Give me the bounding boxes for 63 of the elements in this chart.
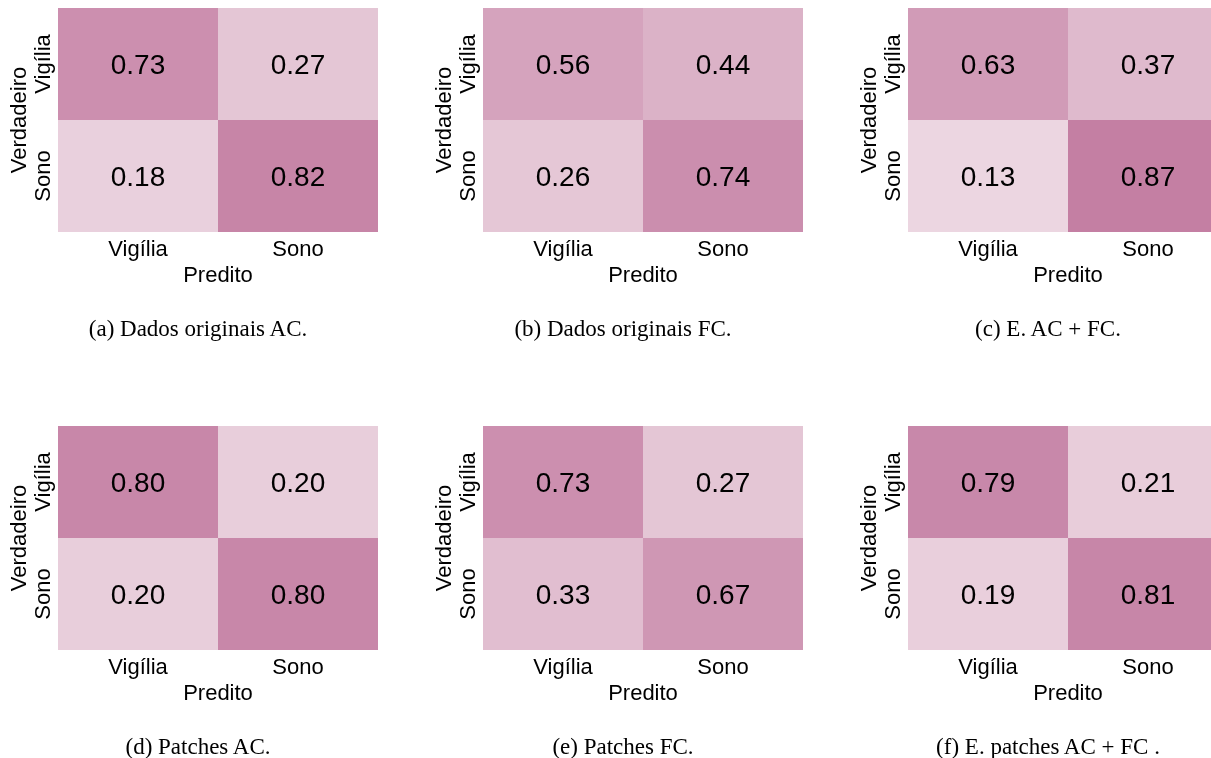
y-tick-label: Vigília xyxy=(30,33,55,94)
y-tick-label: Sono xyxy=(455,568,480,620)
x-tick-label: Vigília xyxy=(958,654,1019,679)
data-label: 0.44 xyxy=(695,48,751,80)
data-label: 0.67 xyxy=(695,578,751,610)
text: (a) Dados originais AC. xyxy=(88,316,308,341)
y-tick-label: Sono xyxy=(30,568,55,620)
data-label: 0.33 xyxy=(535,578,591,610)
text: (c) E. AC + FC. xyxy=(975,316,1121,341)
y-tick-label: Vigília xyxy=(880,451,905,512)
data-label: 0.87 xyxy=(1120,160,1176,192)
y-tick-label: Sono xyxy=(455,150,480,202)
x-tick-label: Sono xyxy=(272,236,324,261)
data-label: 0.81 xyxy=(1120,578,1176,610)
data-label: 0.19 xyxy=(960,578,1016,610)
x-tick-label: Vigília xyxy=(108,236,169,261)
data-label: 0.27 xyxy=(270,48,326,80)
y-axis-title: Verdadeiro xyxy=(6,66,31,174)
y-axis-title: Verdadeiro xyxy=(6,484,31,592)
x-tick-label: Vigília xyxy=(533,236,594,261)
text: (b) Dados originais FC. xyxy=(514,316,732,341)
x-tick-label: Vigília xyxy=(533,654,594,679)
y-tick-label: Sono xyxy=(30,150,55,202)
x-tick-label: Sono xyxy=(1122,236,1174,261)
data-label: 0.26 xyxy=(535,160,591,192)
data-label: 0.56 xyxy=(535,48,591,80)
x-tick-label: Sono xyxy=(1122,654,1174,679)
y-tick-label: Vigília xyxy=(455,33,480,94)
x-axis-title: Predito xyxy=(1033,262,1103,287)
y-tick-label: Sono xyxy=(880,150,905,202)
data-label: 0.80 xyxy=(270,578,326,610)
y-axis-title: Verdadeiro xyxy=(431,66,456,174)
y-axis-title: Verdadeiro xyxy=(856,484,881,592)
x-axis-title: Predito xyxy=(1033,680,1103,705)
y-tick-label: Sono xyxy=(880,568,905,620)
y-axis-title: Verdadeiro xyxy=(856,66,881,174)
data-label: 0.79 xyxy=(960,466,1016,498)
data-label: 0.13 xyxy=(960,160,1016,192)
x-axis-title: Predito xyxy=(183,262,253,287)
data-label: 0.27 xyxy=(695,466,751,498)
data-label: 0.37 xyxy=(1120,48,1176,80)
data-label: 0.20 xyxy=(110,578,166,610)
y-tick-label: Vigília xyxy=(30,451,55,512)
data-label: 0.20 xyxy=(270,466,326,498)
data-label: 0.18 xyxy=(110,160,166,192)
data-label: 0.21 xyxy=(1120,466,1176,498)
y-tick-label: Vigília xyxy=(455,451,480,512)
data-label: 0.80 xyxy=(110,466,166,498)
x-tick-label: Sono xyxy=(697,236,749,261)
x-tick-label: Vigília xyxy=(958,236,1019,261)
x-axis-title: Predito xyxy=(183,680,253,705)
data-label: 0.63 xyxy=(960,48,1016,80)
data-label: 0.74 xyxy=(695,160,751,192)
y-axis-title: Verdadeiro xyxy=(431,484,456,592)
data-label: 0.73 xyxy=(535,466,591,498)
x-tick-label: Sono xyxy=(697,654,749,679)
data-label: 0.73 xyxy=(110,48,166,80)
x-axis-title: Predito xyxy=(608,262,678,287)
y-tick-label: Vigília xyxy=(880,33,905,94)
x-tick-label: Sono xyxy=(272,654,324,679)
x-tick-label: Vigília xyxy=(108,654,169,679)
x-axis-title: Predito xyxy=(608,680,678,705)
data-label: 0.82 xyxy=(270,160,326,192)
